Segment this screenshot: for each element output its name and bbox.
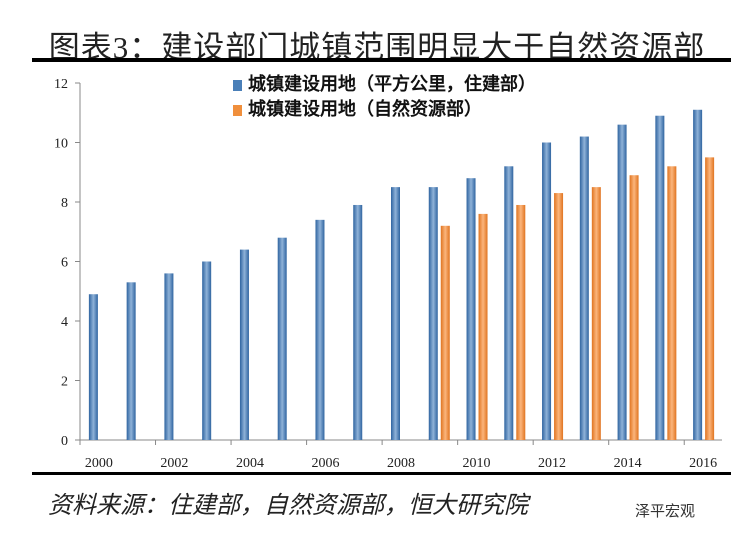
y-tick-label: 10: [54, 137, 68, 152]
bar-natural-resources-2014: [629, 175, 639, 440]
bar-housing-ministry-2016: [693, 109, 703, 441]
bar-housing-ministry-2007: [353, 204, 363, 440]
x-tick-label: 2002: [160, 456, 188, 471]
bar-natural-resources-2013: [591, 187, 601, 440]
y-tick-label: 6: [61, 256, 68, 271]
bar-natural-resources-2012: [554, 193, 564, 440]
bar-housing-ministry-2001: [126, 282, 136, 440]
bar-housing-ministry-2009: [428, 187, 438, 440]
legend-label-1: 城镇建设用地（自然资源部）: [248, 99, 482, 120]
bar-housing-ministry-2014: [617, 124, 627, 441]
y-tick-label: 12: [54, 77, 68, 92]
x-tick-label: 2016: [689, 456, 717, 471]
bar-housing-ministry-2011: [504, 166, 514, 441]
bar-natural-resources-2015: [667, 166, 677, 441]
legend-label-0: 城镇建设用地（平方公里，住建部）: [248, 74, 536, 95]
source-note: 资料来源：住建部，自然资源部，恒大研究院: [48, 493, 528, 519]
y-tick-label: 4: [61, 315, 68, 330]
legend-item-1: 城镇建设用地（自然资源部）: [233, 95, 482, 121]
bar-natural-resources-2009: [440, 225, 450, 440]
legend-swatch-1: [233, 104, 242, 116]
x-tick-label: 2008: [387, 456, 415, 471]
bar-natural-resources-2016: [705, 157, 715, 440]
bar-housing-ministry-2005: [277, 237, 287, 440]
y-tick-label: 2: [61, 375, 68, 390]
x-tick-label: 2012: [538, 456, 566, 471]
y-tick-label: 0: [61, 434, 68, 449]
source-rule: [32, 472, 731, 475]
legend-swatch-0: [233, 79, 242, 91]
bar-housing-ministry-2003: [202, 261, 212, 440]
legend-item-0: 城镇建设用地（平方公里，住建部）: [233, 70, 536, 96]
x-tick-label: 2014: [614, 456, 642, 471]
bar-housing-ministry-2015: [655, 115, 665, 440]
bar-housing-ministry-2006: [315, 219, 325, 440]
bar-natural-resources-2011: [516, 204, 526, 440]
bar-housing-ministry-2002: [164, 273, 174, 440]
watermark: 泽平宏观: [635, 502, 696, 520]
x-tick-label: 2006: [311, 456, 339, 471]
y-tick-label: 8: [61, 196, 68, 211]
bar-housing-ministry-2013: [579, 136, 589, 441]
x-tick-label: 2004: [236, 456, 264, 471]
bar-housing-ministry-2010: [466, 178, 476, 440]
bar-housing-ministry-2008: [391, 187, 400, 440]
x-tick-label: 2010: [463, 456, 491, 471]
bar-housing-ministry-2004: [239, 249, 249, 440]
bar-natural-resources-2010: [478, 213, 488, 440]
bar-housing-ministry-2012: [542, 142, 552, 440]
title-rule: [32, 58, 731, 62]
bar-housing-ministry-2000: [88, 294, 98, 440]
x-tick-label: 2000: [85, 456, 113, 471]
